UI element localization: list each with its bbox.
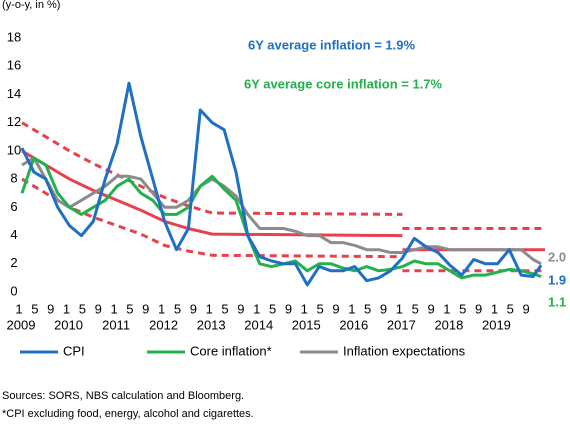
series-line bbox=[20, 81, 543, 287]
x-tick-label: 1 bbox=[348, 301, 355, 316]
x-tick-label: 9 bbox=[47, 301, 54, 316]
y-tick-label: 8 bbox=[10, 171, 17, 186]
annotation: 6Y average inflation = 1.9% bbox=[248, 37, 415, 52]
x-tick-label: 9 bbox=[380, 301, 387, 316]
series-line bbox=[21, 156, 542, 266]
year-label: 2009 bbox=[7, 317, 36, 332]
year-label: 2018 bbox=[434, 317, 463, 332]
x-tick-label: 1 bbox=[443, 301, 450, 316]
x-tick-label: 5 bbox=[316, 301, 323, 316]
legend-label: CPI bbox=[63, 343, 85, 358]
y-tick-label: 12 bbox=[7, 114, 21, 129]
y-tick-label: 18 bbox=[7, 29, 21, 44]
x-tick-label: 5 bbox=[507, 301, 514, 316]
x-tick-label: 1 bbox=[63, 301, 70, 316]
y-tick-label: 16 bbox=[7, 58, 21, 73]
y-tick-label: 4 bbox=[10, 227, 17, 242]
series-line bbox=[20, 156, 542, 280]
y-tick-label: 6 bbox=[10, 199, 17, 214]
x-tick-label: 1 bbox=[110, 301, 117, 316]
year-label: 2015 bbox=[292, 317, 321, 332]
year-label: 2017 bbox=[387, 317, 416, 332]
year-label: 2013 bbox=[197, 317, 226, 332]
x-tick-label: 5 bbox=[269, 301, 276, 316]
x-tick-label: 9 bbox=[190, 301, 197, 316]
x-tick-label: 1 bbox=[158, 301, 165, 316]
footnote: *CPI excluding food, energy, alcohol and… bbox=[2, 408, 254, 420]
x-tick-label: 1 bbox=[253, 301, 260, 316]
y-tick-label: 2 bbox=[10, 255, 17, 270]
end-label: 1.1 bbox=[548, 294, 566, 309]
y-tick-label: 0 bbox=[10, 283, 17, 298]
annotation: 6Y average core inflation = 1.7% bbox=[244, 76, 443, 91]
x-tick-label: 1 bbox=[301, 301, 308, 316]
end-label: 2.0 bbox=[548, 249, 566, 264]
x-tick-label: 5 bbox=[126, 301, 133, 316]
year-label: 2016 bbox=[339, 317, 368, 332]
x-tick-label: 9 bbox=[332, 301, 339, 316]
x-tick-label: 5 bbox=[31, 301, 38, 316]
x-tick-label: 5 bbox=[221, 301, 228, 316]
end-label: 1.9 bbox=[548, 272, 566, 287]
year-label: 2014 bbox=[244, 317, 273, 332]
x-tick-label: 1 bbox=[396, 301, 403, 316]
year-label: 2010 bbox=[54, 317, 83, 332]
year-label: 2012 bbox=[149, 317, 178, 332]
legend-label: Core inflation* bbox=[190, 343, 272, 358]
x-tick-label: 9 bbox=[142, 301, 149, 316]
x-tick-label: 9 bbox=[285, 301, 292, 316]
y-tick-label: 10 bbox=[7, 142, 21, 157]
x-tick-label: 9 bbox=[475, 301, 482, 316]
year-label: 2019 bbox=[482, 317, 511, 332]
x-tick-label: 5 bbox=[412, 301, 419, 316]
x-tick-label: 5 bbox=[79, 301, 86, 316]
year-label: 2011 bbox=[102, 317, 130, 332]
x-tick-label: 1 bbox=[15, 301, 22, 316]
x-tick-label: 1 bbox=[491, 301, 498, 316]
chart-subtitle: (y-o-y, in %) bbox=[2, 0, 60, 11]
x-tick-label: 5 bbox=[174, 301, 181, 316]
x-tick-label: 5 bbox=[459, 301, 466, 316]
target-line bbox=[21, 121, 545, 230]
x-tick-label: 5 bbox=[364, 301, 371, 316]
x-tick-label: 9 bbox=[523, 301, 530, 316]
y-tick-label: 14 bbox=[7, 86, 21, 101]
x-tick-label: 9 bbox=[95, 301, 102, 316]
x-tick-label: 9 bbox=[427, 301, 434, 316]
x-tick-label: 9 bbox=[237, 301, 244, 316]
footnote: Sources: SORS, NBS calculation and Bloom… bbox=[2, 390, 244, 402]
legend-label: Inflation expectations bbox=[343, 343, 466, 358]
x-tick-label: 1 bbox=[206, 301, 213, 316]
